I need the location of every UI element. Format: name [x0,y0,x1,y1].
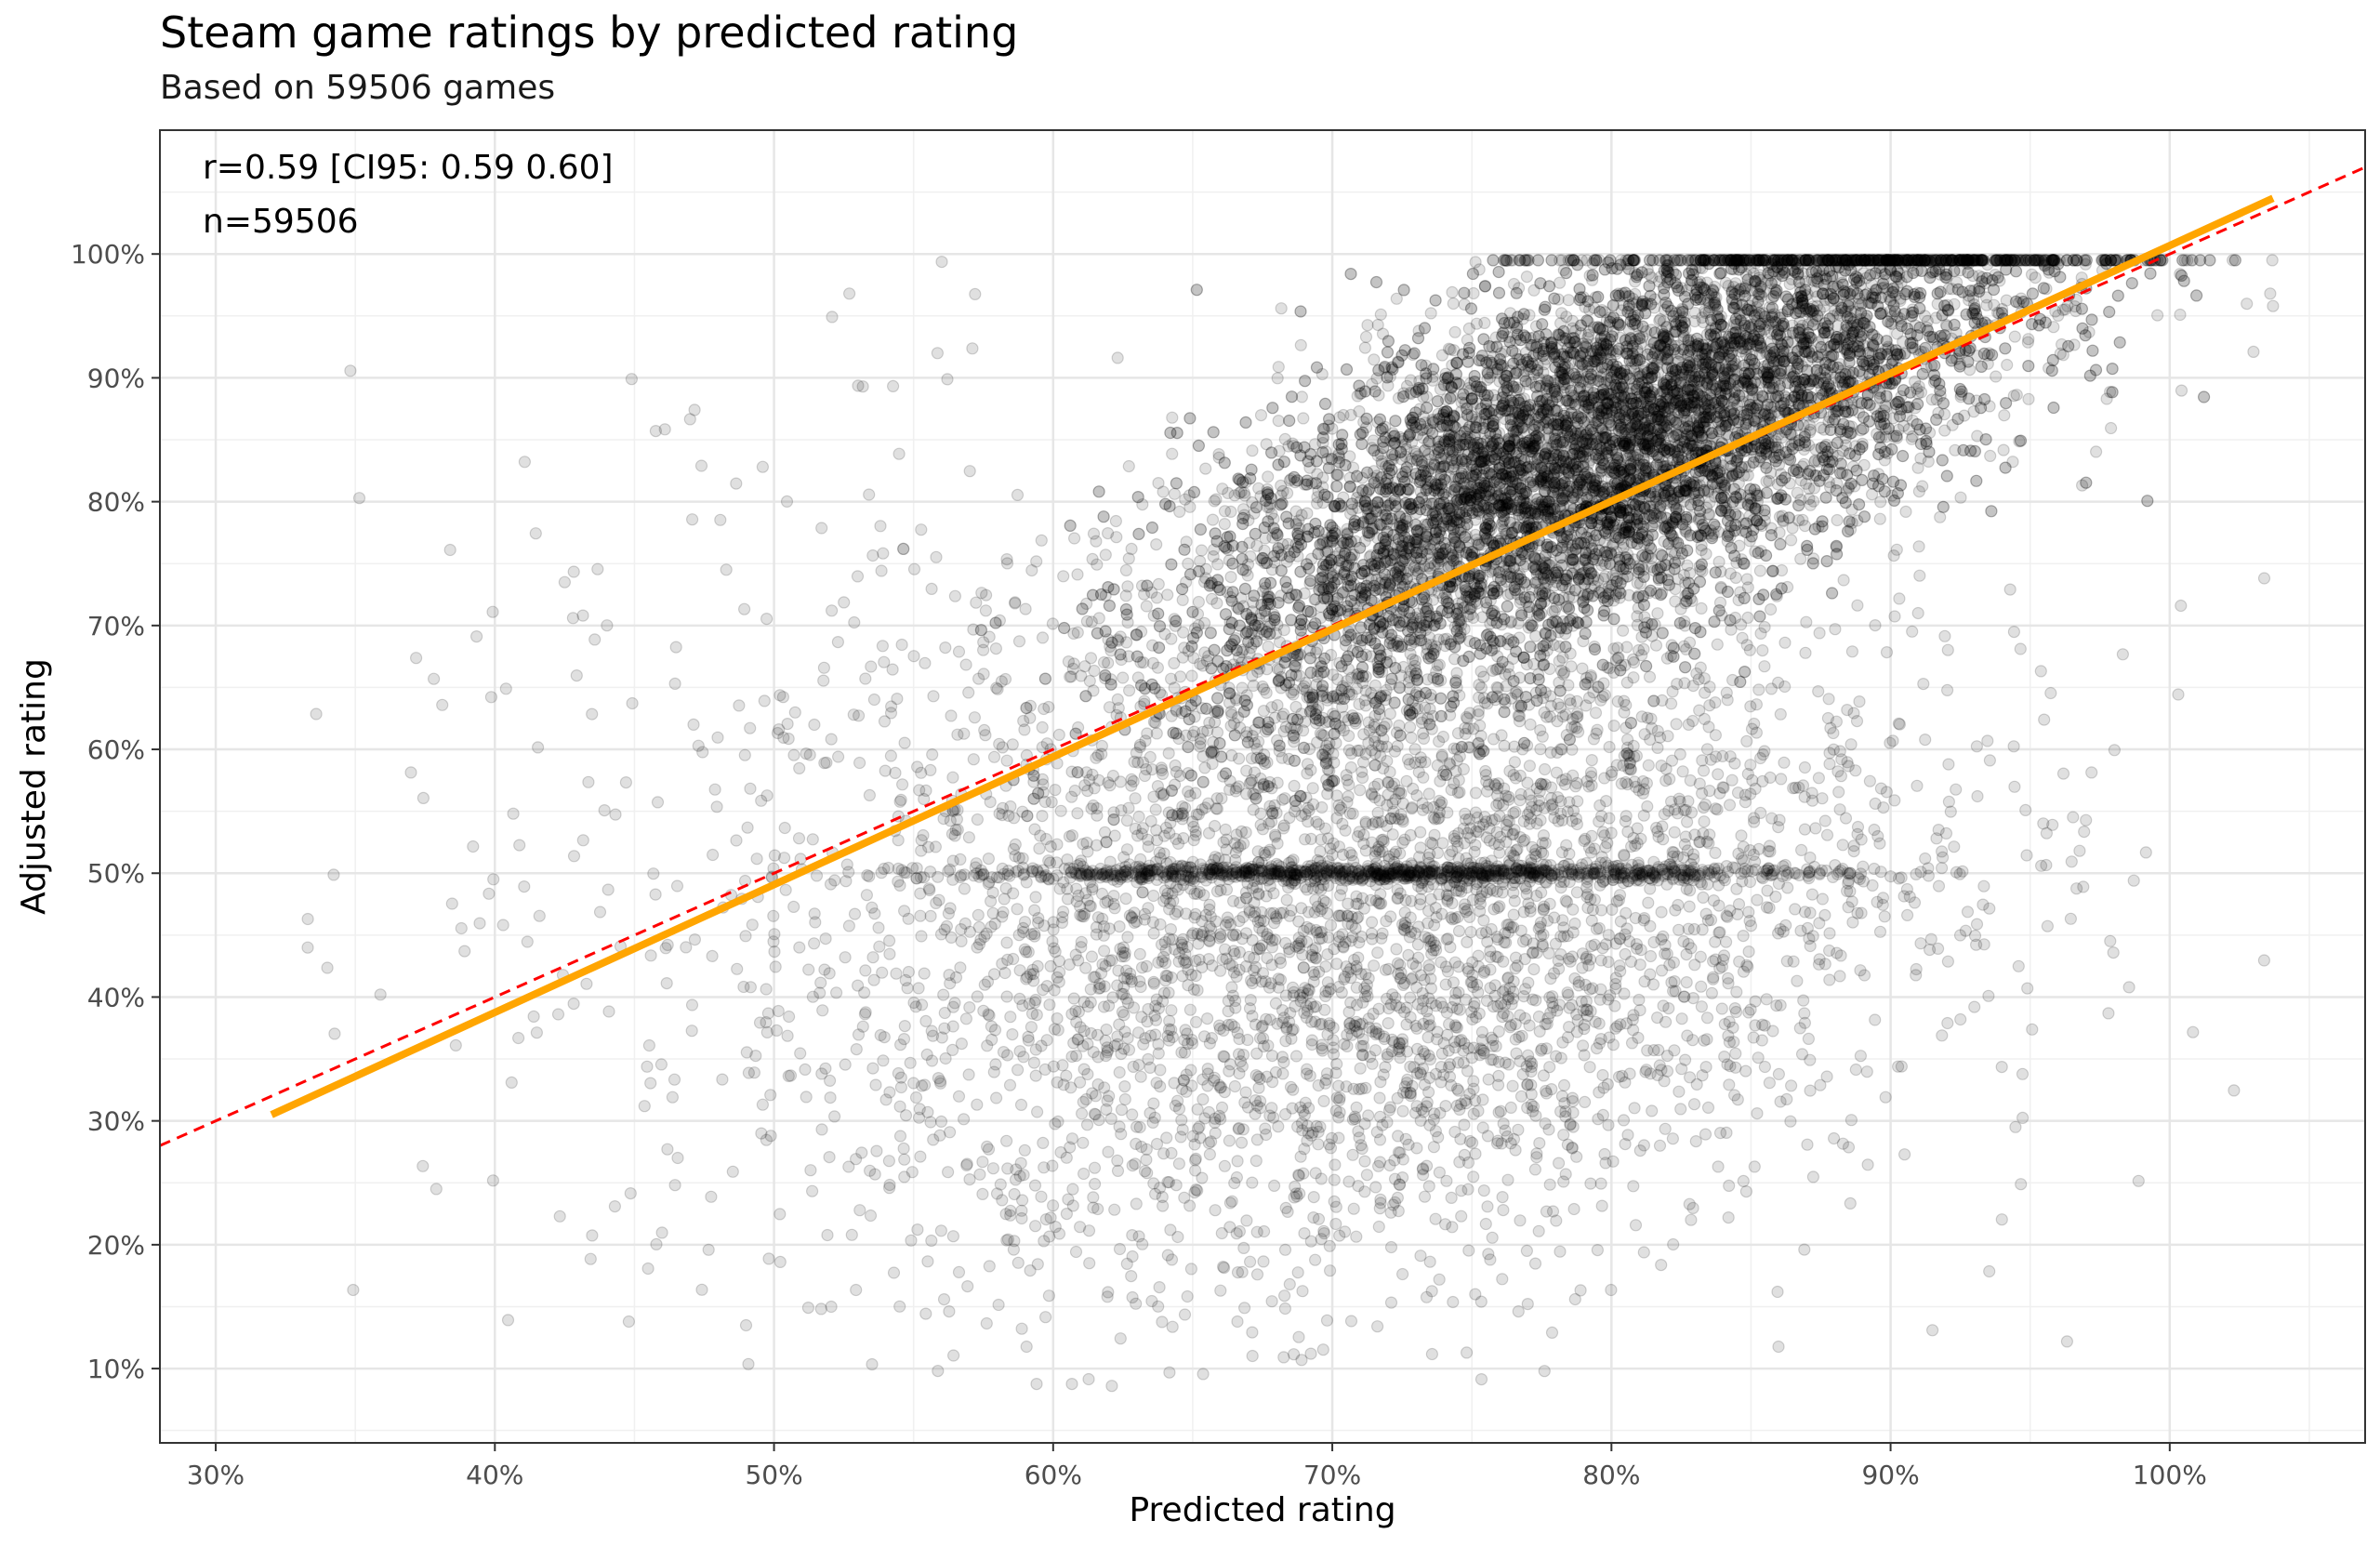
point-cluster [1911,461,1924,474]
point-cluster [1358,341,1372,354]
point-cluster [1353,404,1366,418]
point-cluster [1785,428,1798,441]
point-cluster [1620,641,1633,654]
point-cluster [1519,346,1533,359]
point-cluster [2008,330,2021,343]
point-cluster [1837,574,1850,587]
point-cluster [1527,284,1540,297]
point-cluster [1793,380,1807,394]
point-cluster [1533,642,1546,655]
data-points [301,254,2280,1393]
point-cluster [1052,728,1065,742]
point-cluster [1173,670,1187,683]
point-cluster [1685,342,1699,356]
point-cluster [1864,254,1878,267]
point-cluster [1693,411,1706,424]
point-cluster [1600,546,1614,559]
point-cluster [2022,392,2035,405]
point-cluster [2266,254,2279,267]
point-cluster [2175,384,2188,397]
point-cluster [1057,570,1070,583]
point-cluster [1624,392,1638,405]
point-cluster [1920,254,1933,267]
point-cluster [2105,421,2118,435]
point-cluster [1711,638,1724,651]
point-cluster [1173,505,1186,519]
point-cluster [1403,721,1417,734]
point-cluster [1436,516,1449,529]
point-cluster [1715,419,1728,432]
point-cluster [1246,444,1259,457]
point-cluster [1272,415,1285,428]
chart-title: Steam game ratings by predicted rating [160,7,1019,58]
point-cluster [1948,254,1961,267]
chart-subtitle: Based on 59506 games [160,69,556,107]
point-cluster [1246,605,1259,618]
point-cluster [1910,382,1924,395]
point-cluster [1356,517,1369,530]
point-cluster [1798,519,1812,533]
point-cluster [1541,442,1554,455]
point-cluster [1524,718,1537,731]
point-cluster [1254,409,1268,422]
point-cluster [1650,509,1663,522]
point-cluster [876,640,890,653]
point-cluster [1838,258,1851,271]
point-cluster [1912,254,1926,267]
point-cluster [1294,338,1307,351]
point-cluster [1540,710,1554,723]
point-cluster [1224,570,1237,584]
point-cluster [1532,372,1546,385]
point-cluster [1352,671,1365,685]
point-cluster [1361,319,1374,332]
point-cluster [1259,532,1272,545]
point-cluster [1786,522,1799,535]
point-cluster [1540,378,1554,391]
point-cluster [1954,491,1967,504]
grid [160,130,2365,1443]
point-cluster [1071,807,1084,820]
point-cluster [1467,438,1481,451]
point-cluster [1656,408,1669,421]
point-cluster [1188,622,1202,635]
point-cluster [1730,364,1743,377]
point-cluster [1341,573,1354,586]
point-cluster [1686,443,1699,456]
point-cluster [1845,503,1858,516]
point-cluster [1606,344,1620,357]
point-cluster [1448,530,1461,543]
point-cluster [1049,783,1062,797]
point-cluster [1566,396,1580,409]
point-cluster [1419,443,1432,456]
point-cluster [1753,564,1767,577]
point-cluster [1390,606,1403,619]
point-cluster [1379,509,1392,522]
point-cluster [1448,325,1461,338]
point-cluster [1481,602,1494,615]
point-cluster [1462,322,1475,335]
point-cluster [1424,307,1437,320]
point-cluster [1520,271,1534,284]
point-cluster [1478,316,1491,329]
point-cluster [1784,534,1798,547]
point-cluster [1271,372,1284,385]
point-cluster [1739,324,1752,337]
point-cluster [1691,376,1705,389]
point-cluster [1562,294,1575,307]
point-cluster [1522,443,1536,456]
point-cluster [1557,449,1570,462]
point-cluster [1438,639,1452,653]
point-cluster [1446,285,1459,298]
point-cluster [1997,443,2010,456]
point-cluster [1831,513,1844,527]
point-cluster [1263,617,1277,630]
point-cluster [2001,358,2014,372]
point-cluster [1810,299,1824,312]
point-cluster [1168,487,1182,500]
point-cluster [1741,254,1754,267]
point-cluster [2151,309,2164,322]
